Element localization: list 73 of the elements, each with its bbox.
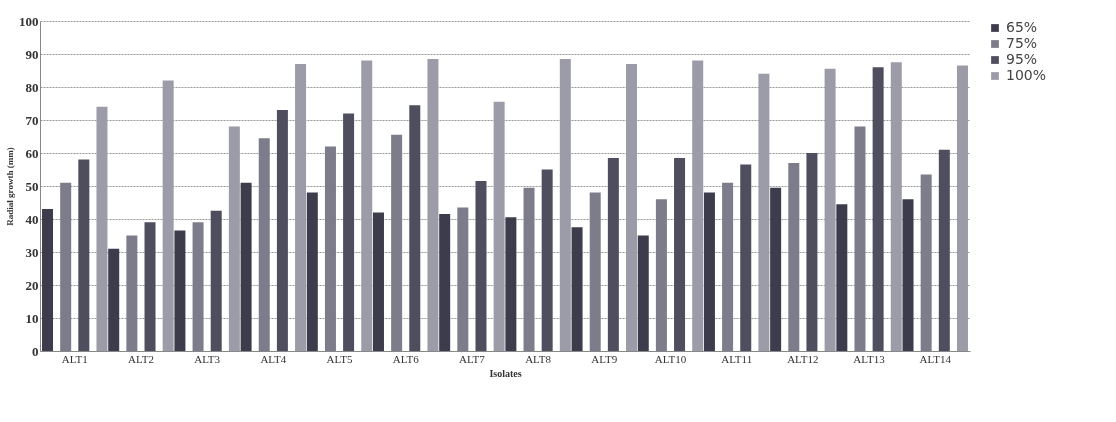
bar (758, 73, 770, 351)
bar (228, 126, 240, 351)
bar (361, 60, 373, 351)
y-tick-label: 40 (25, 211, 39, 227)
bar (541, 169, 553, 351)
bar (439, 214, 451, 351)
x-tick-label: ALT2 (128, 352, 154, 365)
bar (902, 199, 914, 351)
bar (240, 182, 252, 351)
bar (306, 192, 318, 351)
x-tick-label: ALT9 (591, 352, 618, 365)
x-tick-label: ALT10 (654, 352, 687, 365)
bar (956, 65, 968, 351)
bar (607, 157, 619, 351)
bar (372, 212, 384, 351)
bar (674, 157, 686, 351)
x-tick-label: ALT7 (458, 352, 486, 365)
bar (174, 230, 186, 351)
bar (78, 159, 90, 351)
x-tick-label: ALT13 (853, 352, 886, 365)
bar (409, 105, 421, 351)
y-axis-title: Radial growth (mm) (5, 147, 15, 226)
x-axis-title: Isolates (489, 367, 522, 379)
bar (824, 68, 836, 351)
bar (427, 58, 439, 351)
y-tick-label: 100 (19, 13, 39, 29)
bar (276, 110, 288, 351)
x-tick-label: ALT11 (721, 352, 753, 365)
bar (42, 209, 54, 351)
x-tick-label: ALT5 (326, 352, 353, 365)
bar (836, 204, 848, 351)
bar (692, 60, 704, 351)
y-tick-label: 90 (25, 46, 39, 62)
x-tick-label: ALT6 (392, 352, 420, 365)
bar (938, 149, 950, 351)
y-tick-label: 80 (25, 79, 39, 95)
bar (740, 164, 752, 351)
y-tick-label: 10 (25, 310, 39, 326)
bar (626, 63, 638, 351)
legend-label: 95% (1006, 51, 1038, 67)
bar (162, 80, 174, 351)
bar (571, 227, 583, 351)
y-tick-label: 0 (32, 343, 39, 359)
bar (770, 187, 782, 351)
bar (872, 67, 884, 351)
bar (210, 210, 222, 351)
y-tick-label: 50 (25, 178, 39, 194)
bar (559, 58, 571, 351)
y-tick-label: 60 (25, 145, 39, 161)
legend-label: 75% (1006, 35, 1038, 51)
x-tick-label: ALT1 (61, 352, 88, 365)
bar (505, 217, 517, 351)
legend-label: 100% (1006, 67, 1047, 83)
y-tick-label: 70 (25, 112, 39, 128)
bar (144, 222, 156, 351)
bar (637, 235, 649, 351)
bar (493, 101, 505, 351)
x-tick-label: ALT8 (525, 352, 552, 365)
bar (890, 62, 902, 351)
x-tick-label: ALT12 (787, 352, 819, 365)
y-tick-label: 30 (25, 244, 39, 260)
bar (108, 248, 120, 351)
bar (96, 106, 108, 351)
legend-label: 65% (1006, 19, 1038, 35)
y-tick-label: 20 (25, 277, 39, 293)
bar (475, 181, 487, 351)
x-tick-label: ALT3 (194, 352, 221, 365)
bar (295, 63, 307, 351)
x-tick-label: ALT14 (919, 352, 952, 365)
x-tick-label: ALT4 (260, 352, 287, 365)
bar (343, 113, 355, 351)
bar (806, 153, 818, 351)
bar (703, 192, 715, 351)
